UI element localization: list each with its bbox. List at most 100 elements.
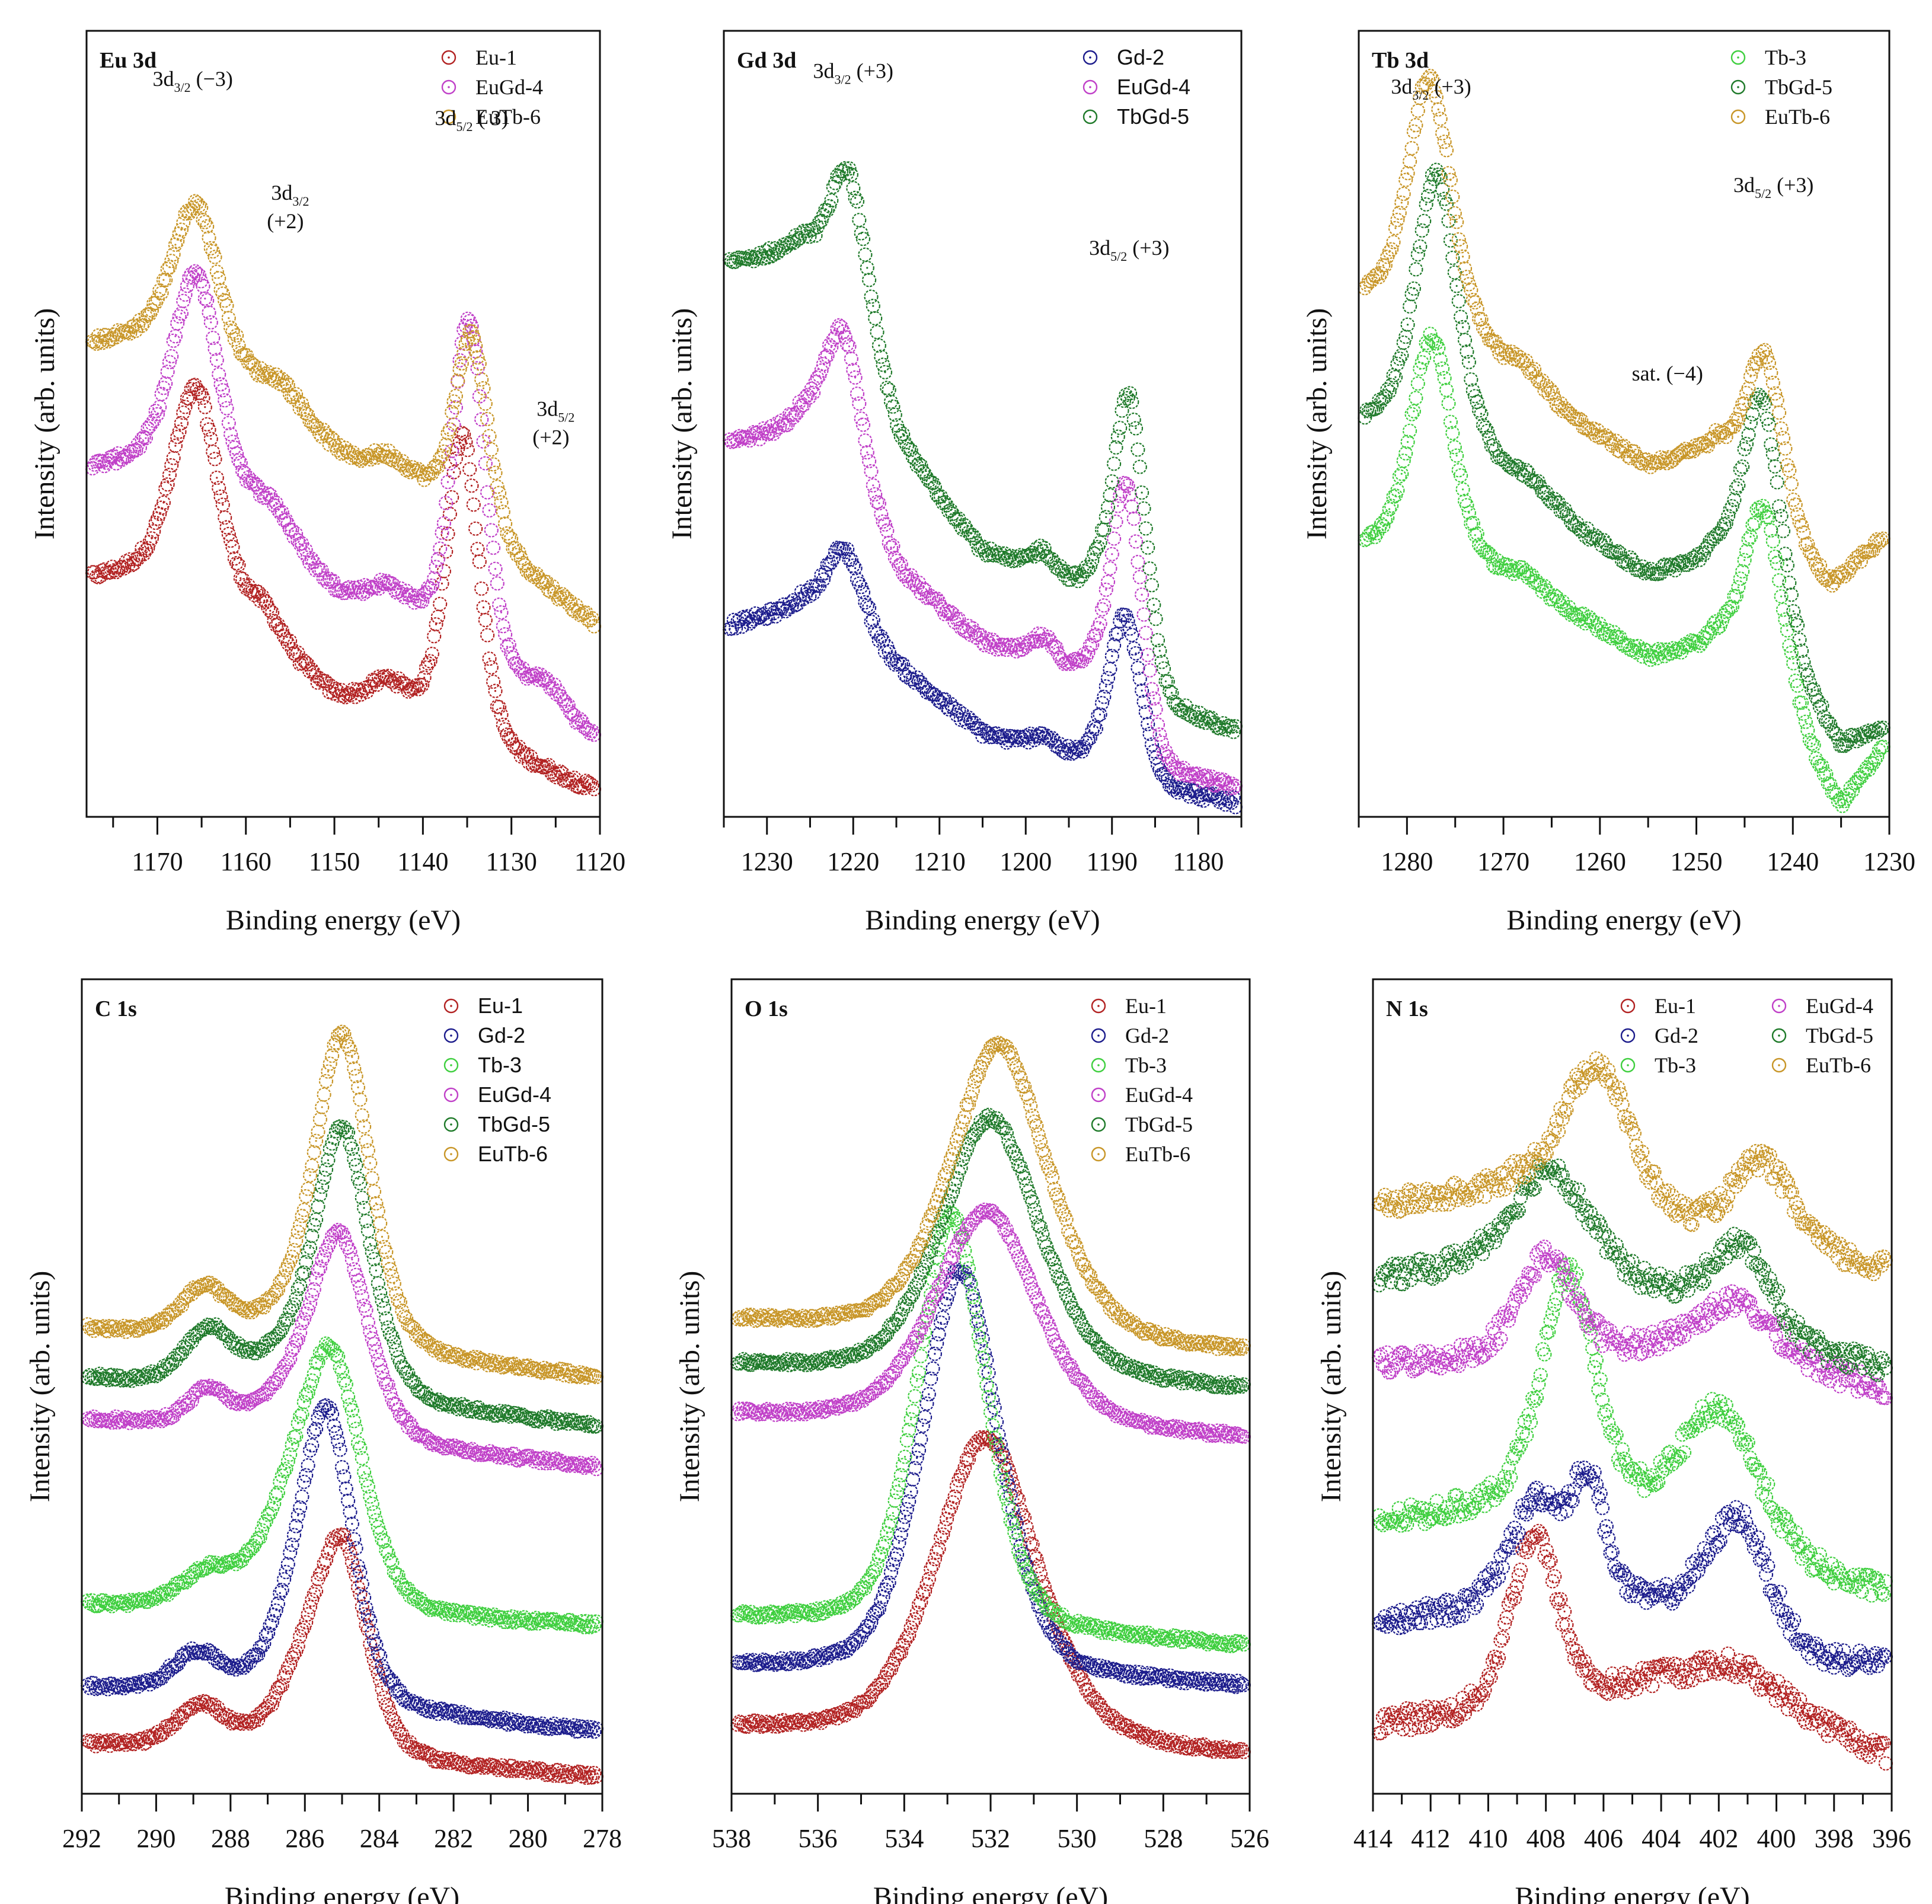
data-point: [433, 596, 448, 612]
data-point-center: [1688, 451, 1691, 453]
data-point: [746, 424, 761, 440]
data-point-center: [171, 1723, 173, 1726]
data-point-center: [553, 591, 556, 593]
data-point-center: [399, 1733, 401, 1735]
data-point: [1535, 484, 1550, 500]
data-point: [1208, 717, 1223, 733]
data-point: [332, 583, 347, 598]
data-point: [1694, 635, 1709, 651]
x-tick-label: 1160: [221, 847, 272, 876]
data-point: [947, 701, 962, 716]
data-point: [1449, 448, 1464, 463]
data-point: [298, 655, 313, 670]
data-point: [318, 1553, 334, 1568]
series-EuTb-6: [81, 1024, 604, 1385]
data-point: [1103, 488, 1117, 503]
data-point: [1768, 386, 1783, 401]
data-point: [350, 1558, 366, 1574]
data-point-center: [363, 1596, 365, 1599]
data-point: [1872, 743, 1886, 758]
data-point-center: [228, 422, 230, 424]
data-point: [1138, 625, 1153, 640]
data-point: [1805, 682, 1819, 697]
data-point: [259, 595, 274, 609]
data-point-center: [1039, 545, 1042, 547]
data-point: [861, 453, 877, 469]
data-point: [295, 1489, 309, 1504]
data-point-center: [1774, 465, 1776, 468]
data-point: [1120, 614, 1135, 628]
data-point: [162, 1658, 177, 1673]
data-point-center: [1805, 721, 1807, 723]
data-point: [327, 1419, 341, 1433]
data-point: [253, 488, 268, 503]
data-point: [279, 631, 293, 647]
data-point: [340, 1493, 356, 1508]
data-point-center: [1455, 221, 1458, 223]
data-point: [343, 1398, 357, 1413]
data-point-center: [908, 448, 910, 451]
data-point-center: [273, 1503, 275, 1505]
data-point: [496, 504, 510, 519]
data-point-center: [577, 721, 580, 723]
data-point: [581, 1720, 596, 1734]
data-point: [436, 564, 452, 579]
data-point-center: [375, 1350, 378, 1353]
data-point: [1148, 750, 1163, 765]
data-point: [277, 1464, 292, 1478]
data-point: [436, 516, 452, 531]
data-point-center: [440, 455, 443, 457]
data-point: [842, 161, 857, 176]
data-point: [344, 1555, 360, 1570]
data-point: [921, 590, 936, 605]
data-point-center: [405, 1372, 407, 1374]
data-point: [1831, 794, 1845, 809]
data-point-center: [446, 481, 449, 483]
data-point: [937, 692, 952, 707]
data-point: [338, 690, 353, 705]
data-point: [152, 1588, 167, 1603]
data-point: [373, 1649, 388, 1663]
data-point: [1125, 394, 1139, 410]
data-point: [810, 578, 825, 593]
data-point: [488, 561, 503, 576]
data-point-center: [177, 1353, 179, 1356]
data-point: [1390, 483, 1405, 498]
data-point: [1778, 612, 1793, 627]
data-point: [251, 1647, 266, 1662]
data-point: [391, 671, 406, 686]
data-point: [1098, 510, 1113, 525]
data-point: [111, 563, 126, 577]
data-point: [356, 1590, 372, 1605]
data-point: [1729, 411, 1743, 427]
series-Eu-1: [81, 1527, 604, 1785]
data-point-center: [109, 456, 111, 459]
data-point: [138, 543, 153, 558]
x-tick-label: 1190: [1087, 847, 1138, 876]
data-point: [154, 386, 169, 401]
data-point: [896, 566, 911, 582]
data-point: [987, 635, 1002, 650]
data-point: [1472, 403, 1487, 418]
data-point: [1147, 691, 1161, 706]
data-point-center: [1449, 179, 1452, 181]
data-point: [1782, 638, 1797, 653]
data-point: [1454, 239, 1468, 254]
data-point: [424, 578, 440, 593]
data-point: [1378, 512, 1393, 527]
data-point: [1454, 309, 1468, 324]
data-point: [1226, 790, 1241, 805]
data-point: [413, 1745, 427, 1759]
data-point: [202, 305, 216, 320]
data-point: [1794, 695, 1809, 710]
data-point: [955, 619, 970, 635]
data-point: [836, 324, 851, 339]
series-Gd-2: [722, 541, 1243, 814]
data-point: [135, 1676, 149, 1691]
data-point: [1085, 637, 1100, 652]
data-point: [356, 1607, 372, 1622]
data-point: [1604, 544, 1619, 560]
data-point: [1152, 643, 1167, 659]
data-point: [1870, 532, 1885, 547]
data-point: [337, 1469, 352, 1484]
